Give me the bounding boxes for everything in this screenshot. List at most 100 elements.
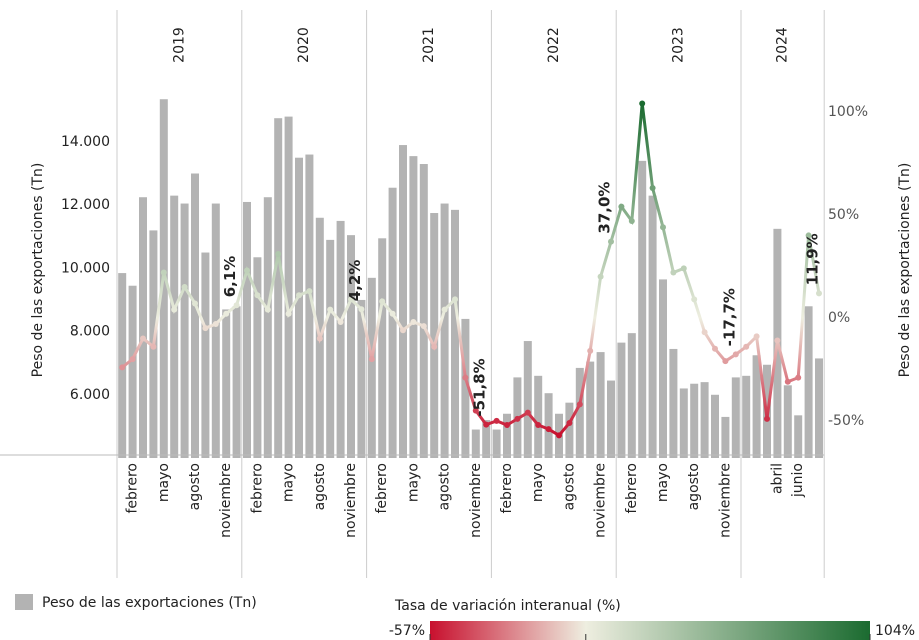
bar (128, 285, 137, 458)
year-label: 2019 (171, 27, 187, 63)
bar (700, 382, 709, 458)
bar (804, 306, 813, 458)
bar (575, 367, 584, 458)
rate-point (254, 292, 261, 299)
y2-tick-label: -50% (828, 413, 864, 429)
rate-point (680, 265, 687, 272)
rate-point (192, 300, 198, 307)
rate-point (535, 422, 542, 429)
rate-line (121, 103, 821, 438)
rate-point (462, 374, 469, 381)
bar (659, 279, 667, 458)
rate-point (431, 343, 438, 350)
data-label: 37,0% (596, 182, 614, 234)
rate-point (784, 378, 791, 385)
x-tick-label: noviembre (593, 463, 609, 538)
x-tick-label: febrero (125, 463, 141, 514)
year-label: 2022 (546, 27, 562, 63)
x-tick-label: febrero (499, 463, 515, 514)
bar (336, 220, 345, 458)
legend-label: Peso de las exportaciones (Tn) (42, 595, 257, 611)
bar (503, 413, 511, 458)
x-tick-label: febrero (624, 463, 640, 514)
data-label: 11,9% (804, 233, 822, 285)
y2-tick-label: 100% (828, 104, 868, 120)
x-tick-label: febrero (249, 463, 265, 514)
bar (295, 157, 303, 459)
bar (451, 209, 459, 458)
y-axis-title: Peso de las exportaciones (Tn) (30, 163, 46, 378)
bar (596, 352, 605, 458)
rate-point (306, 288, 313, 295)
rate-point (410, 318, 417, 325)
y-tick-label: 12.000 (61, 197, 110, 213)
colorbar (430, 621, 870, 640)
y2-axis-title: Peso de las exportaciones (Tn) (897, 163, 913, 378)
x-tick-label: junio (790, 463, 806, 498)
rate-point (587, 347, 594, 354)
rate-point (701, 329, 708, 336)
rate-point (452, 296, 458, 303)
data-label: 4,2% (346, 260, 364, 302)
rate-point (119, 364, 126, 371)
rate-point (764, 415, 770, 422)
bar (752, 355, 761, 458)
x-tick-label: agosto (187, 463, 203, 510)
rate-point (441, 306, 448, 313)
rate-point (795, 374, 802, 381)
year-label: 2023 (671, 27, 687, 63)
x-tick-label: mayo (281, 463, 297, 502)
rate-point (649, 185, 656, 192)
x-tick-label: mayo (530, 463, 546, 502)
rate-point (639, 100, 646, 107)
bar (284, 116, 293, 458)
rate-point (150, 343, 157, 350)
rate-point (358, 306, 365, 313)
data-label: -17,7% (720, 288, 738, 346)
rate-point (212, 321, 219, 328)
x-tick-label: noviembre (343, 463, 359, 538)
rate-point (514, 415, 521, 422)
rate-point (389, 310, 396, 317)
bar (492, 429, 501, 458)
bar (170, 195, 179, 458)
bar (419, 164, 428, 458)
bar (357, 299, 366, 458)
bar (648, 195, 657, 458)
bar (482, 420, 491, 458)
x-tick-label: agosto (686, 463, 702, 510)
bar (742, 375, 751, 458)
rate-point (753, 333, 760, 340)
rate-point (368, 356, 375, 363)
y2-tick-label: 50% (828, 207, 859, 223)
x-tick-label: mayo (655, 463, 671, 502)
bar (367, 277, 376, 458)
x-tick-label: noviembre (218, 463, 234, 538)
year-label: 2020 (296, 27, 312, 63)
bar (627, 333, 636, 458)
bar (388, 187, 397, 459)
rate-point (545, 426, 552, 433)
bar (711, 394, 719, 458)
rate-point (670, 269, 677, 276)
x-tick-label: mayo (156, 463, 172, 502)
bar (731, 377, 740, 458)
bar (222, 309, 231, 458)
rate-point (712, 345, 718, 352)
bar (607, 380, 615, 458)
bar (326, 239, 335, 458)
legend-swatch (15, 594, 33, 610)
bar (669, 348, 678, 458)
rate-point (140, 335, 146, 342)
bar (461, 318, 470, 458)
rate-point (576, 401, 583, 408)
bar (191, 173, 199, 458)
bar (471, 429, 480, 458)
y-tick-label: 6.000 (70, 387, 110, 403)
bar (534, 375, 543, 458)
bar (201, 252, 210, 458)
bar (440, 203, 449, 458)
bar (263, 197, 272, 458)
rate-point (805, 232, 812, 239)
bar (180, 203, 189, 458)
